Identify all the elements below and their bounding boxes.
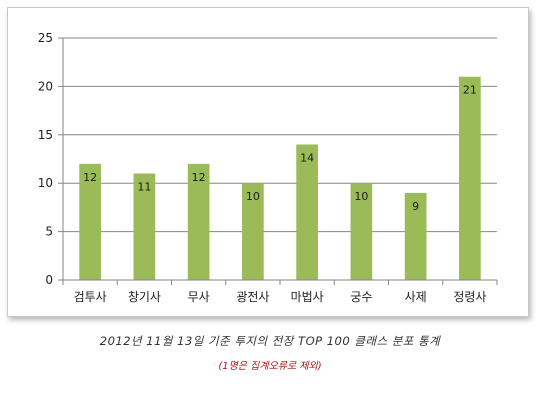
x-category-label: 창기사: [128, 290, 161, 304]
bar: [242, 183, 264, 280]
y-tick-label: 0: [45, 273, 53, 287]
chart-frame: 0 5 10 15 20 25 12 검투사 11 창기사 12 무사 10 광전사 14 마법사 10 궁수 9 사…: [7, 7, 529, 317]
x-category-label: 검투사: [74, 290, 107, 304]
x-category-label: 무사: [188, 290, 210, 304]
chart-subcaption: (1명은 집계오류로 제외): [218, 361, 322, 372]
bar: [187, 163, 210, 280]
x-category-label: 광전사: [236, 290, 269, 304]
y-tick-label: 15: [38, 128, 53, 142]
data-label: 12: [192, 171, 206, 184]
data-label: 11: [137, 181, 151, 194]
y-tick-label: 20: [38, 79, 53, 93]
bar: [404, 192, 427, 280]
x-category-label: 궁수: [350, 290, 372, 304]
data-label: 14: [300, 151, 314, 164]
bar: [79, 163, 101, 280]
bar: [350, 183, 373, 280]
bar: [133, 173, 156, 280]
bar-chart: 0 5 10 15 20 25 12 검투사 11 창기사 12 무사 10 광전사 14 마법사 10 궁수 9 사…: [38, 31, 498, 304]
x-category-label: 정령사: [453, 290, 486, 304]
data-label: 12: [83, 171, 97, 184]
bar: [459, 76, 481, 280]
data-label: 9: [412, 200, 419, 213]
y-tick-label: 5: [45, 225, 53, 239]
data-label: 10: [354, 190, 368, 203]
data-label: 21: [463, 84, 477, 97]
y-tick-label: 10: [38, 176, 53, 190]
data-label: 10: [246, 190, 260, 203]
x-category-label: 마법사: [291, 290, 324, 304]
chart-caption: 2012년 11월 13일 기준 투지의 전장 TOP 100 클래스 분포 통…: [99, 334, 441, 348]
y-tick-label: 25: [38, 31, 53, 45]
bar: [296, 144, 318, 280]
x-category-label: 사제: [405, 290, 427, 304]
